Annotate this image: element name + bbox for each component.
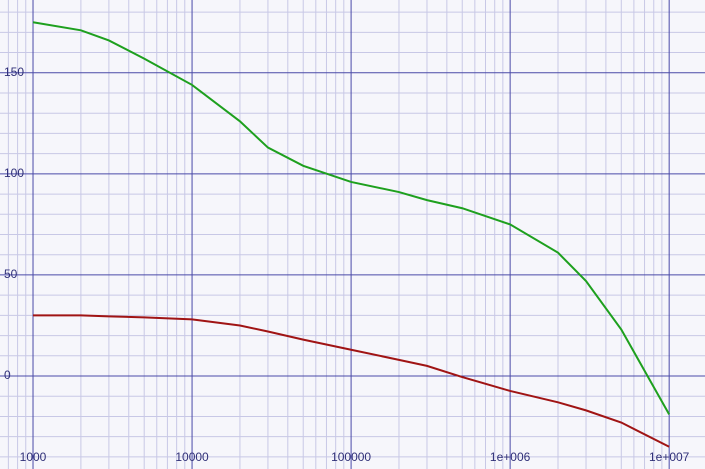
y-tick-label: 0 bbox=[4, 368, 11, 382]
x-tick-label: 1000 bbox=[20, 450, 47, 464]
x-tick-label: 10000 bbox=[175, 450, 209, 464]
y-tick-label: 100 bbox=[4, 166, 24, 180]
x-tick-label: 100000 bbox=[331, 450, 371, 464]
y-tick-label: 50 bbox=[4, 267, 18, 281]
series-line bbox=[33, 314, 670, 448]
x-tick-label: 1e+006 bbox=[490, 450, 531, 464]
y-tick-label: 150 bbox=[4, 65, 24, 79]
plot-lines bbox=[32, 21, 671, 448]
x-tick-label: 1e+007 bbox=[649, 450, 690, 464]
tick-labels: 1000 10000 100000 1e+006 1e+007 0 50 100 150 bbox=[4, 65, 690, 464]
series-line bbox=[32, 21, 671, 415]
